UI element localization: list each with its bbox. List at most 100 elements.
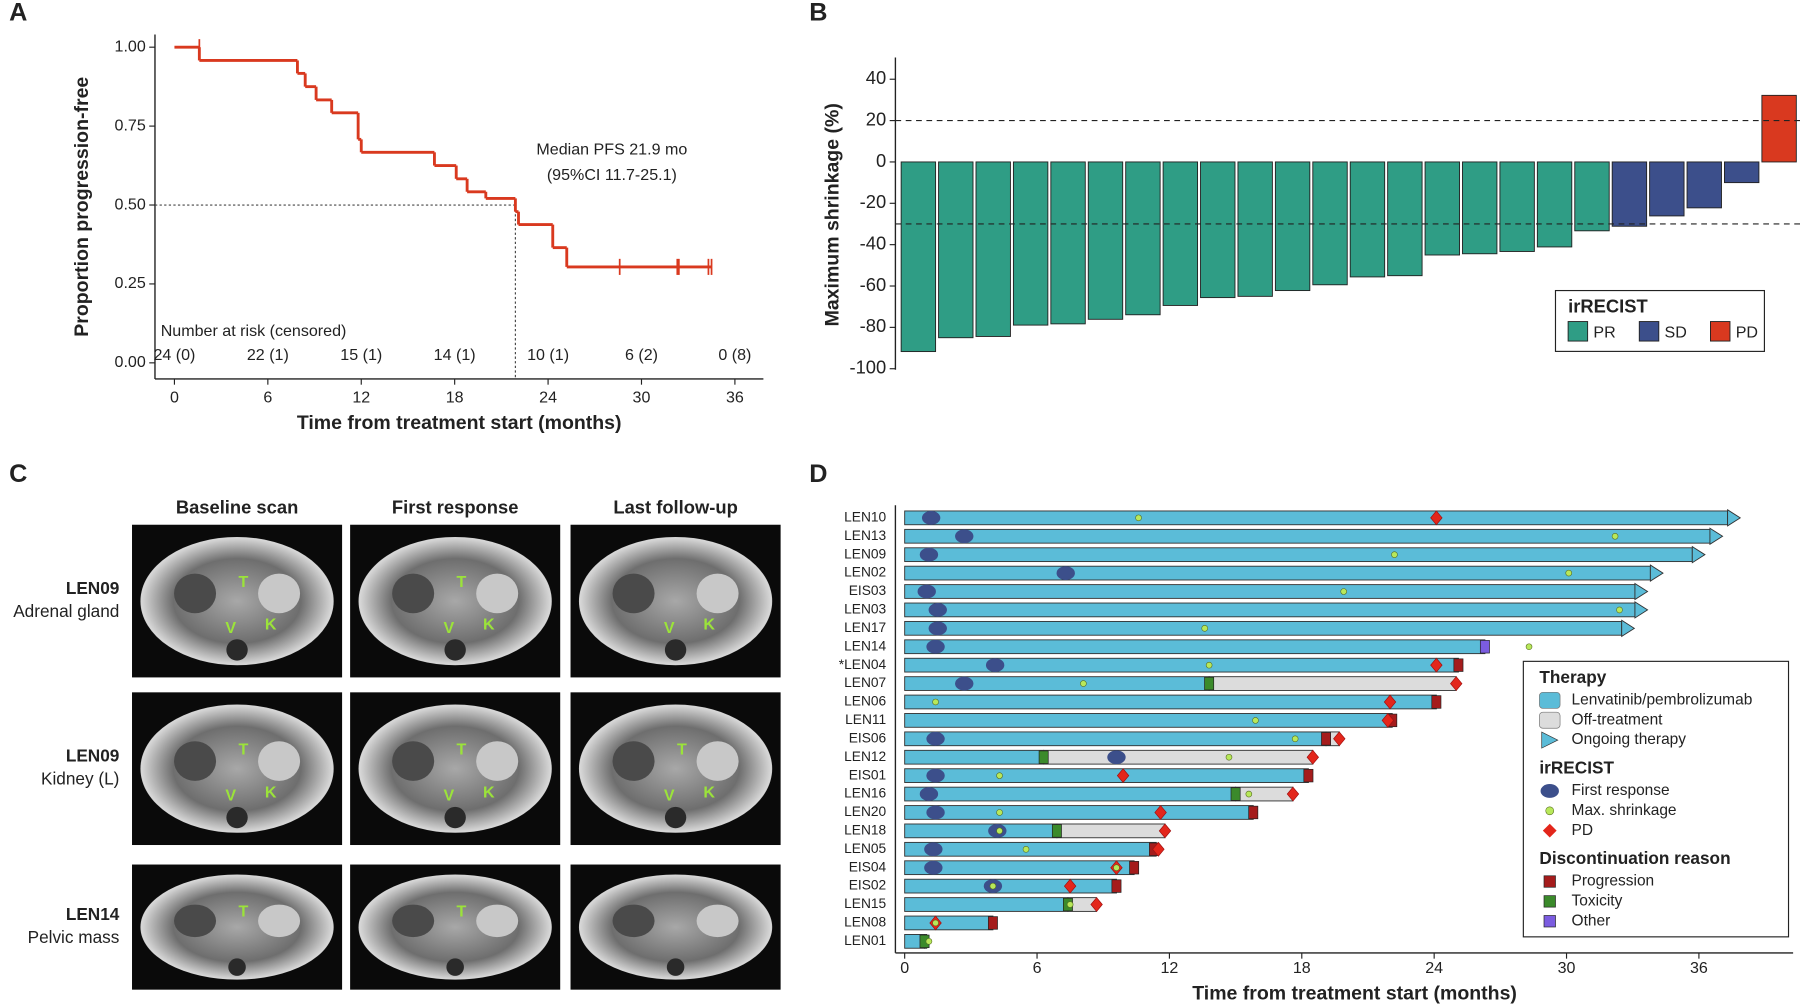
max-shrinkage xyxy=(1252,717,1259,724)
max-shrinkage xyxy=(1245,790,1253,798)
legend-swatch xyxy=(1710,321,1731,342)
max-shrinkage xyxy=(932,698,939,706)
ongoing-arrow xyxy=(1727,508,1742,527)
patient-label: LEN11 xyxy=(845,712,886,727)
discontinuation-mark xyxy=(1431,695,1442,709)
pd-mark xyxy=(1306,749,1320,765)
pd-mark xyxy=(1063,878,1077,894)
legend-group-title: Therapy xyxy=(1539,667,1606,687)
patient-label: EIS03 xyxy=(849,583,887,598)
max-shrinkage xyxy=(1205,661,1213,669)
x-tick-label: 24 xyxy=(1425,959,1443,977)
scan-label: T xyxy=(457,573,467,591)
max-shrinkage xyxy=(1201,625,1208,632)
discontinuation-mark xyxy=(1129,861,1140,875)
scan-detail xyxy=(228,958,246,976)
scan-body xyxy=(578,874,773,980)
bar xyxy=(1349,161,1386,278)
first-response xyxy=(985,658,1005,673)
patient-label: LEN17 xyxy=(844,620,886,635)
first-response xyxy=(924,842,943,857)
scan-label: K xyxy=(483,616,495,634)
x-tick-label: 0 xyxy=(900,959,909,977)
bar xyxy=(1125,161,1161,316)
treatment-bar xyxy=(904,528,1711,544)
pd-mark xyxy=(1383,694,1397,710)
scan-label: K xyxy=(703,616,715,634)
x-tick-label: 18 xyxy=(446,389,464,407)
legend-label: SD xyxy=(1665,323,1687,341)
discontinuation-mark xyxy=(987,916,998,930)
x-tick-label: 12 xyxy=(1160,959,1178,977)
scan-detail xyxy=(392,904,435,938)
patient-label: LEN18 xyxy=(844,823,886,838)
x-tick-label: 18 xyxy=(1293,959,1311,977)
row-title: LEN09 xyxy=(66,746,120,766)
discontinuation-mark xyxy=(1479,640,1490,654)
scan-body xyxy=(358,704,552,833)
scan-detail xyxy=(612,904,655,938)
legend-title: irRECIST xyxy=(1568,296,1648,317)
discontinuation-mark xyxy=(1230,787,1241,801)
scan-body xyxy=(140,704,334,833)
first-response xyxy=(926,805,945,820)
x-tick-label: 36 xyxy=(726,389,744,407)
risk-label: 24 (0) xyxy=(153,346,195,364)
scan-detail xyxy=(174,741,217,781)
treatment-bar xyxy=(904,878,1117,894)
row-subtitle: Kidney (L) xyxy=(41,769,119,789)
ongoing-arrow xyxy=(1621,619,1636,638)
x-tick-label: 12 xyxy=(352,389,370,407)
treatment-bar xyxy=(904,897,1069,912)
legend-label: Max. shrinkage xyxy=(1572,802,1677,819)
patient-label: LEN16 xyxy=(844,786,886,801)
legend-swatch xyxy=(1567,321,1589,342)
patient-label: EIS01 xyxy=(849,767,887,782)
patient-label: EIS06 xyxy=(849,730,887,745)
legend-label: PR xyxy=(1593,323,1615,341)
legend-swatch xyxy=(1540,784,1559,798)
ongoing-arrow xyxy=(1691,545,1706,564)
patient-label: LEN14 xyxy=(844,638,886,653)
ongoing-arrow xyxy=(1634,601,1649,619)
scan-label: T xyxy=(457,902,467,920)
risk-label: 10 (1) xyxy=(527,346,569,364)
y-tick-label: 0.25 xyxy=(115,274,146,292)
y-tick-label: -100 xyxy=(849,357,886,378)
scan-label: T xyxy=(677,741,687,759)
scan-label: T xyxy=(457,741,467,759)
first-response xyxy=(955,676,974,691)
bar xyxy=(1761,94,1797,163)
legend-label: PD xyxy=(1572,822,1594,839)
row-subtitle: Pelvic mass xyxy=(28,927,120,947)
scan-detail xyxy=(666,958,685,976)
scan-detail xyxy=(226,639,248,661)
scan-label: K xyxy=(703,783,715,801)
y-tick-label: 20 xyxy=(866,108,886,129)
pd-mark xyxy=(1430,510,1443,526)
x-tick-label: 30 xyxy=(1558,959,1576,977)
legend-swatch xyxy=(1539,691,1561,709)
patient-label: LEN03 xyxy=(844,602,886,617)
legend-label: Toxicity xyxy=(1572,892,1623,909)
legend-swatch xyxy=(1543,875,1556,888)
treatment-bar xyxy=(904,823,1058,839)
patient-label: LEN06 xyxy=(844,694,886,709)
scan-label: V xyxy=(664,786,675,804)
y-tick-label: 0 xyxy=(876,150,886,171)
discontinuation-mark xyxy=(1321,732,1331,746)
bar xyxy=(1499,161,1535,252)
discontinuation-mark xyxy=(1051,824,1062,838)
patient-label: LEN08 xyxy=(844,915,886,930)
first-response xyxy=(924,860,943,875)
legend-label: First response xyxy=(1572,782,1670,799)
bar xyxy=(1237,161,1273,297)
first-response xyxy=(919,787,939,801)
max-shrinkage xyxy=(1066,901,1074,908)
scan-detail xyxy=(258,904,301,938)
patient-label: *LEN04 xyxy=(839,657,887,672)
x-tick-label: 36 xyxy=(1690,959,1708,977)
max-shrinkage xyxy=(996,809,1003,816)
scan-body xyxy=(140,874,334,980)
risk-label: 0 (8) xyxy=(718,346,751,364)
